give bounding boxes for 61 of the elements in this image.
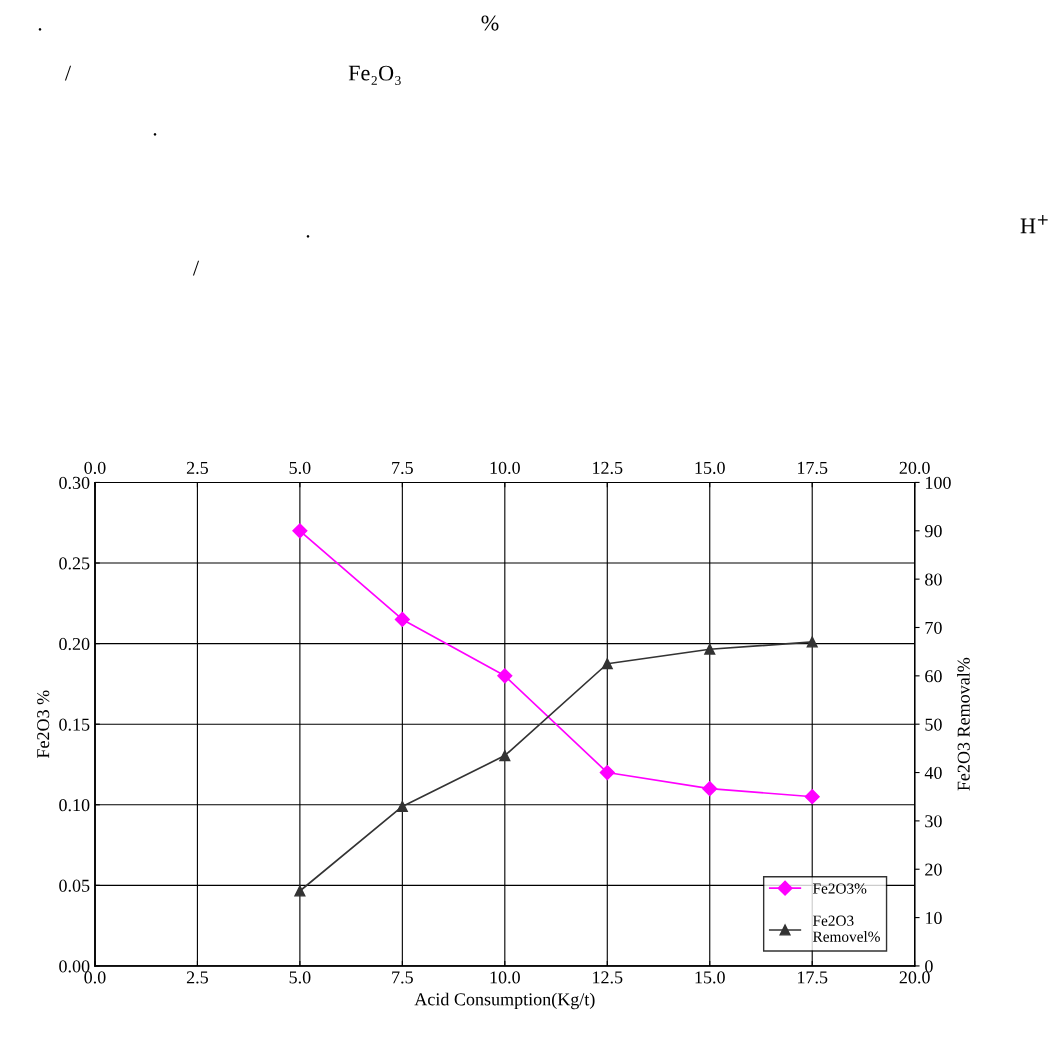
text: . [306,235,310,238]
y2-tick-label: 90 [924,525,942,538]
x-tick-label: 15.0 [695,971,725,984]
y-tick-label: 0.10 [59,799,90,812]
text: Fe₂O₃ [348,65,401,85]
point [396,800,408,812]
x-tick-label: 5.0 [289,971,311,984]
x2-tick-label: 15.0 [695,461,725,474]
y2-tick-label: 30 [925,815,942,828]
y2-tick-label: 50 [925,718,942,731]
x2-tick-label: 0.0 [84,461,106,474]
x2-tick-label: 12.5 [593,461,623,474]
x-tick-label: 12.5 [593,971,623,984]
x-tick-label: 2.5 [186,971,208,984]
y-tick-label: 0.15 [59,718,90,731]
y2-tick-label: 10 [926,911,942,925]
y2-tick-label: 100 [926,476,951,489]
y-tick-label: 0.05 [59,879,90,892]
x2-tick-label: 20.0 [899,461,930,474]
x-tick-label: 7.5 [392,971,413,984]
y2-tick-label: 40 [924,766,942,779]
y2-tick-label: 80 [925,573,942,586]
x-tick-label: 0.0 [84,971,106,984]
text: / [64,65,72,81]
y2-axis-title: Fe2O3 Removal% [957,657,970,791]
point [599,764,615,781]
point [704,643,716,655]
y2-tick-label: 60 [925,670,942,683]
point [292,523,308,539]
point [294,885,306,897]
text: % [481,15,499,31]
text: H$^{+}$ [1020,214,1048,234]
point [394,611,410,628]
x-tick-label: 10.0 [490,971,520,984]
y-tick-label: 0.25 [59,557,90,570]
x-tick-label: 17.5 [798,971,828,984]
legend-label: Fe2O3% [812,883,867,894]
y-tick-label: 0.30 [59,476,90,489]
point [497,668,513,684]
point [499,750,511,762]
legend-label: Fe2O3 Removel% [812,915,880,942]
text: . [38,28,42,31]
x2-tick-label: 5.0 [289,461,311,474]
x-tick-label: 20.0 [899,971,930,984]
point [702,781,718,797]
text: . [153,133,157,136]
x2-tick-label: 2.5 [186,461,208,474]
x2-tick-label: 10.0 [490,461,520,474]
point [804,789,820,805]
point [601,658,613,670]
y-tick-label: 0.20 [59,637,90,651]
y2-tick-label: 0 [925,960,933,973]
y-tick-label: 0.00 [59,960,90,973]
x2-tick-label: 17.5 [798,461,828,474]
y-axis-title: Fe2O3 % [37,690,50,759]
text: / [192,260,200,276]
x-axis-title: Acid Consumption(Kg/t) [414,992,595,1010]
point [806,636,818,648]
y2-tick-label: 20 [925,863,942,876]
y2-tick-label: 70 [925,621,942,634]
x2-tick-label: 7.5 [392,461,413,474]
